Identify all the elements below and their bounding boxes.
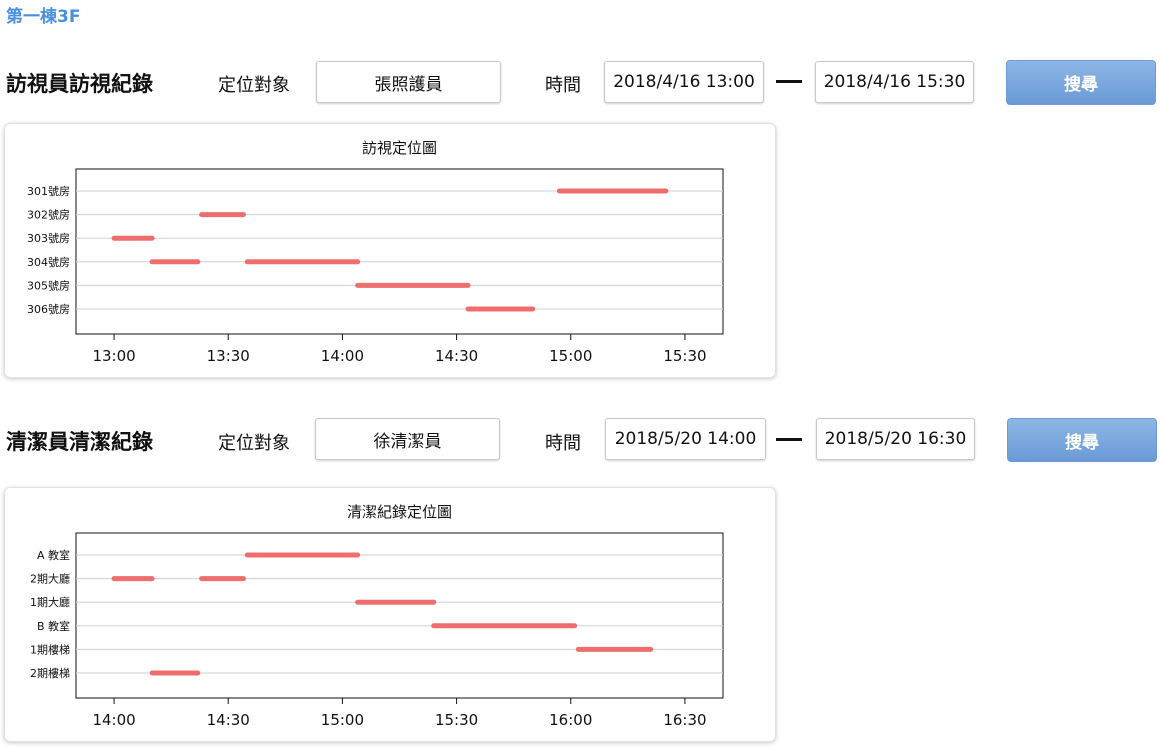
plot-frame: [75, 532, 724, 699]
x-tick-label: 16:00: [549, 711, 592, 729]
time-label: 時間: [545, 75, 581, 96]
category-label: B 教室: [37, 619, 70, 633]
target-select[interactable]: 張照護員: [316, 61, 501, 103]
x-tick-label: 14:30: [435, 347, 478, 365]
category-label: A 教室: [37, 548, 70, 562]
category-label: 2期大廳: [30, 572, 70, 586]
category-label: 305號房: [27, 279, 70, 292]
x-tick-label: 14:30: [207, 711, 250, 729]
section-title-cleaning: 清潔員清潔紀錄: [6, 430, 153, 454]
target-select[interactable]: 徐清潔員: [315, 418, 500, 460]
section-title-visit: 訪視員訪視紀錄: [6, 72, 153, 96]
start-time-field[interactable]: 2018/4/16 13:00: [604, 61, 764, 103]
category-label: 1期樓梯: [30, 642, 70, 656]
category-label: 2期樓梯: [30, 666, 70, 680]
page-title: 第一棟3F: [6, 7, 81, 27]
end-time-field[interactable]: 2018/5/20 16:30: [816, 418, 975, 460]
x-tick-label: 15:30: [435, 711, 478, 729]
end-time-field[interactable]: 2018/4/16 15:30: [815, 61, 974, 103]
category-label: 1期大廳: [30, 595, 70, 609]
x-tick-label: 15:00: [321, 711, 364, 729]
search-button[interactable]: 搜尋: [1006, 60, 1156, 105]
category-label: 301號房: [27, 185, 70, 198]
category-label: 306號房: [27, 303, 70, 316]
category-label: 303號房: [27, 232, 70, 245]
chart-title: 清潔紀錄定位圖: [347, 503, 452, 521]
x-tick-label: 14:00: [92, 711, 135, 729]
x-tick-label: 15:00: [549, 347, 592, 365]
search-button[interactable]: 搜尋: [1007, 418, 1157, 462]
x-tick-label: 16:30: [663, 711, 706, 729]
cleaning-timeline-chart: 清潔紀錄定位圖 A 教室 2期大廳 1期大廳 B 教室 1期樓梯 2期樓梯 14:00 14:3…: [30, 503, 724, 729]
category-label: 304號房: [27, 256, 70, 269]
x-tick-label: 13:00: [92, 347, 135, 365]
target-label: 定位對象: [218, 433, 290, 454]
range-dash: [776, 80, 802, 83]
range-dash: [776, 438, 802, 441]
x-tick-label: 13:30: [207, 347, 250, 365]
chart-title: 訪視定位圖: [362, 139, 437, 157]
plot-frame: [75, 168, 724, 335]
category-label: 302號房: [27, 209, 70, 222]
chart-card-visit: 訪視定位圖 301號房 302號房 303號房 304號房 305號房 306號房 13:00…: [4, 123, 776, 378]
time-label: 時間: [545, 433, 581, 454]
x-tick-label: 14:00: [321, 347, 364, 365]
start-time-field[interactable]: 2018/5/20 14:00: [605, 418, 766, 460]
chart-card-cleaning: 清潔紀錄定位圖 A 教室 2期大廳 1期大廳 B 教室 1期樓梯 2期樓梯 14:00 14:3…: [4, 487, 776, 742]
x-tick-label: 15:30: [663, 347, 706, 365]
target-label: 定位對象: [218, 75, 290, 96]
visit-timeline-chart: 訪視定位圖 301號房 302號房 303號房 304號房 305號房 306號房 13:00…: [27, 139, 724, 365]
